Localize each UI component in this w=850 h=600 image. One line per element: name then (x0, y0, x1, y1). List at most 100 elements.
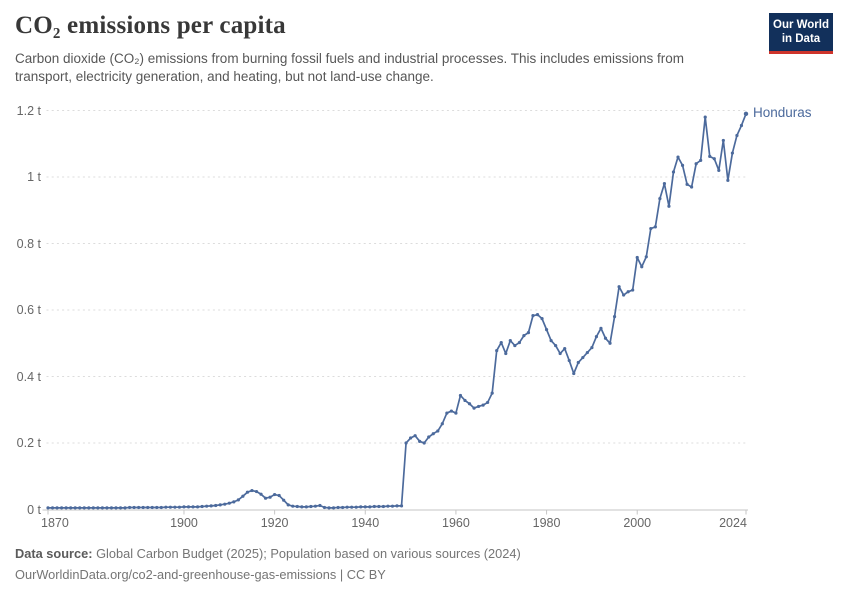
data-point[interactable] (345, 505, 349, 509)
data-point[interactable] (730, 151, 735, 155)
data-point[interactable] (182, 505, 186, 509)
data-point[interactable] (386, 504, 390, 508)
data-point[interactable] (191, 505, 195, 509)
data-point[interactable] (422, 441, 426, 445)
data-point[interactable] (703, 115, 707, 119)
data-point[interactable] (508, 338, 512, 343)
data-point[interactable] (531, 314, 535, 318)
data-point[interactable] (127, 505, 132, 510)
data-point[interactable] (499, 340, 503, 345)
data-point[interactable] (743, 111, 749, 117)
data-point[interactable] (504, 351, 508, 356)
data-point[interactable] (359, 505, 363, 509)
data-point[interactable] (377, 504, 381, 509)
data-point[interactable] (739, 123, 744, 128)
data-point[interactable] (277, 493, 281, 498)
data-point[interactable] (164, 505, 168, 509)
data-point[interactable] (245, 490, 250, 494)
data-point[interactable] (173, 505, 177, 509)
data-point[interactable] (440, 422, 444, 426)
data-point[interactable] (295, 504, 299, 509)
data-point[interactable] (309, 504, 313, 509)
data-point[interactable] (608, 341, 612, 345)
data-point[interactable] (721, 138, 725, 143)
data-point[interactable] (150, 505, 154, 510)
data-point[interactable] (109, 506, 114, 510)
data-point[interactable] (205, 504, 209, 508)
data-point[interactable] (227, 501, 231, 505)
data-point[interactable] (404, 441, 408, 445)
data-point[interactable] (418, 439, 422, 443)
data-point[interactable] (282, 498, 286, 502)
data-point[interactable] (431, 432, 435, 436)
data-point[interactable] (427, 435, 431, 439)
data-point[interactable] (667, 204, 671, 208)
data-point[interactable] (263, 496, 268, 500)
data-point[interactable] (436, 429, 440, 433)
data-point[interactable] (363, 505, 367, 509)
data-point[interactable] (612, 315, 617, 319)
data-point[interactable] (395, 504, 399, 508)
data-point[interactable] (105, 506, 109, 510)
data-point[interactable] (526, 331, 531, 335)
data-point[interactable] (354, 505, 358, 509)
data-point[interactable] (563, 346, 567, 351)
data-point[interactable] (341, 505, 345, 510)
data-point[interactable] (87, 506, 91, 510)
data-point[interactable] (649, 226, 653, 231)
data-point[interactable] (603, 336, 608, 340)
data-point[interactable] (486, 400, 490, 405)
footer-link[interactable]: OurWorldinData.org/co2-and-greenhouse-ga… (15, 567, 386, 582)
data-point[interactable] (481, 403, 485, 407)
data-point[interactable] (690, 185, 694, 189)
data-point[interactable] (195, 505, 200, 509)
data-point[interactable] (390, 504, 395, 508)
data-point[interactable] (137, 505, 141, 510)
data-point[interactable] (540, 317, 544, 321)
data-point[interactable] (590, 345, 594, 350)
data-point[interactable] (581, 355, 585, 360)
data-point[interactable] (186, 505, 191, 509)
data-point[interactable] (572, 371, 576, 376)
data-point[interactable] (268, 495, 272, 499)
data-point[interactable] (236, 498, 240, 502)
data-point[interactable] (467, 402, 472, 406)
data-point[interactable] (59, 506, 64, 510)
data-point[interactable] (517, 340, 521, 345)
data-point[interactable] (490, 391, 494, 395)
data-point[interactable] (291, 504, 295, 508)
data-point[interactable] (454, 411, 458, 415)
data-point[interactable] (694, 162, 698, 166)
data-point[interactable] (445, 411, 449, 415)
data-line-honduras[interactable] (47, 112, 747, 509)
data-point[interactable] (123, 506, 127, 510)
data-point[interactable] (594, 335, 599, 339)
data-point[interactable] (712, 157, 716, 161)
data-point[interactable] (218, 503, 222, 507)
data-point[interactable] (91, 506, 95, 510)
data-point[interactable] (177, 505, 182, 509)
data-point[interactable] (168, 505, 172, 509)
data-point[interactable] (155, 505, 159, 510)
entity-label[interactable]: Honduras (753, 104, 812, 120)
data-point[interactable] (78, 506, 82, 510)
data-point[interactable] (368, 505, 372, 509)
data-point[interactable] (558, 351, 562, 356)
data-point[interactable] (449, 409, 453, 413)
data-point[interactable] (735, 133, 739, 138)
data-point[interactable] (644, 255, 648, 259)
data-point[interactable] (554, 343, 558, 348)
data-point[interactable] (653, 225, 657, 229)
data-point[interactable] (141, 505, 145, 510)
data-point[interactable] (544, 328, 549, 332)
data-point[interactable] (662, 182, 667, 186)
data-point[interactable] (408, 436, 413, 440)
data-point[interactable] (336, 505, 340, 510)
data-point[interactable] (413, 434, 417, 438)
data-point[interactable] (599, 326, 603, 330)
data-point[interactable] (372, 504, 376, 509)
data-point[interactable] (64, 506, 68, 510)
data-point[interactable] (617, 285, 621, 289)
